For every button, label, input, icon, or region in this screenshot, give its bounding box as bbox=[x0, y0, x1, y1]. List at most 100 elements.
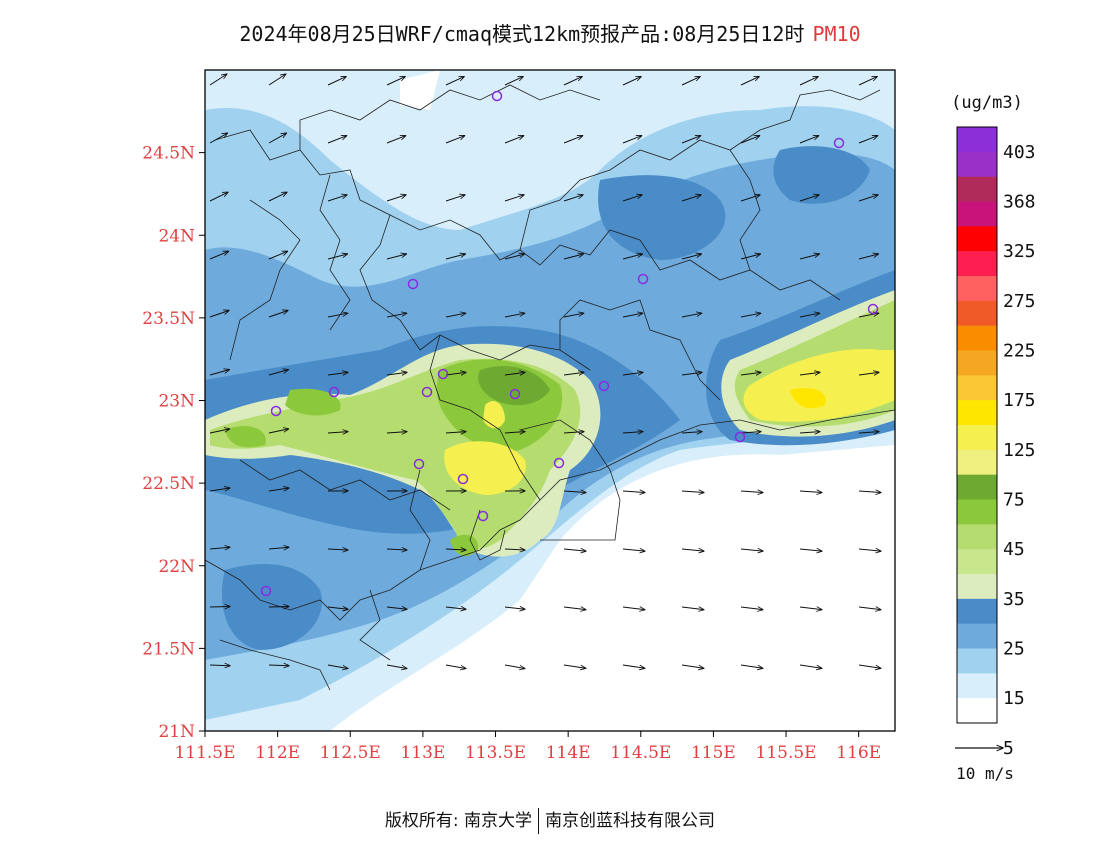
wind-arrow bbox=[386, 313, 407, 318]
wind-arrow bbox=[858, 372, 879, 375]
wind-arrow bbox=[386, 372, 407, 375]
legend-swatch bbox=[957, 375, 997, 401]
wind-arrow bbox=[563, 432, 584, 433]
wind-arrow bbox=[799, 372, 820, 375]
legend-level: 5 bbox=[1003, 738, 1014, 759]
legend-swatch bbox=[957, 226, 997, 252]
wind-arrow bbox=[799, 432, 820, 433]
wind-scale-label: 10 m/s bbox=[956, 764, 1014, 783]
station-marker bbox=[413, 458, 425, 470]
wind-arrow bbox=[268, 606, 289, 607]
wind-arrow bbox=[445, 372, 466, 375]
wind-arrow bbox=[563, 491, 586, 493]
wind-arrow bbox=[622, 607, 645, 610]
pollutant-name: PM10 bbox=[812, 22, 861, 46]
wind-arrow bbox=[681, 195, 701, 202]
wind-arrow bbox=[268, 429, 289, 434]
legend-swatch bbox=[957, 201, 997, 227]
station-marker bbox=[734, 431, 746, 443]
wind-arrow bbox=[563, 77, 582, 86]
legend-level: 15 bbox=[1003, 688, 1025, 709]
footer-divider bbox=[538, 808, 540, 834]
lat-label: 23.5N bbox=[142, 309, 195, 329]
wind-arrow bbox=[504, 136, 524, 144]
wind-arrow bbox=[445, 195, 465, 202]
wind-arrow bbox=[209, 547, 230, 549]
legend-level: 75 bbox=[1003, 490, 1025, 511]
legend-level: 45 bbox=[1003, 539, 1025, 560]
wind-arrow bbox=[386, 664, 407, 668]
legend-swatch bbox=[957, 449, 997, 475]
wind-arrow bbox=[740, 77, 759, 86]
wind-arrow bbox=[858, 313, 879, 318]
lon-label: 111.5E bbox=[174, 743, 235, 763]
wind-arrow bbox=[622, 549, 645, 551]
wind-arrow bbox=[504, 664, 525, 668]
legend-level: 403 bbox=[1003, 142, 1036, 163]
station-marker bbox=[260, 585, 272, 597]
wind-arrow bbox=[209, 74, 227, 86]
lat-label: 21.5N bbox=[142, 639, 195, 659]
wind-arrow bbox=[327, 195, 347, 202]
wind-arrow bbox=[740, 313, 761, 318]
concentration-field bbox=[205, 70, 895, 731]
wind-arrow bbox=[209, 192, 228, 202]
wind-scale: 10 m/s bbox=[955, 748, 1014, 783]
lon-label: 114E bbox=[546, 743, 591, 763]
wind-arrow bbox=[209, 429, 230, 434]
wind-arrow bbox=[858, 664, 881, 668]
wind-arrow bbox=[268, 74, 286, 86]
wind-arrow bbox=[740, 372, 761, 375]
lon-label: 115.5E bbox=[756, 743, 817, 763]
wind-arrow bbox=[622, 313, 643, 318]
wind-arrow bbox=[740, 491, 763, 493]
legend-unit: (ug/m3) bbox=[951, 93, 1023, 113]
legend-swatch bbox=[957, 499, 997, 525]
lon-label: 116E bbox=[836, 743, 881, 763]
wind-arrow bbox=[740, 549, 763, 551]
wind-arrow bbox=[268, 310, 288, 318]
wind-arrow bbox=[445, 254, 465, 260]
wind-arrow bbox=[268, 133, 286, 144]
station-marker bbox=[407, 278, 419, 290]
legend-swatch bbox=[957, 673, 997, 699]
wind-arrow bbox=[740, 254, 760, 260]
legend-swatch bbox=[957, 474, 997, 500]
station-marker bbox=[867, 303, 879, 315]
wind-arrow bbox=[504, 313, 525, 318]
wind-arrow bbox=[268, 547, 289, 549]
wind-arrow bbox=[799, 607, 822, 610]
footer: 版权所有: 南京大学 南京创蓝科技有限公司 bbox=[0, 806, 1100, 834]
legend-swatch bbox=[957, 276, 997, 302]
lon-label: 112E bbox=[255, 743, 300, 763]
lat-label: 24.5N bbox=[142, 144, 195, 164]
wind-arrow bbox=[681, 491, 704, 493]
wind-arrow bbox=[445, 664, 466, 668]
wind-arrow bbox=[622, 372, 643, 375]
wind-arrow bbox=[799, 254, 819, 260]
wind-arrow bbox=[209, 488, 230, 491]
wind-arrow bbox=[386, 549, 407, 550]
wind-arrow bbox=[386, 432, 407, 433]
legend-level: 275 bbox=[1003, 291, 1036, 312]
wind-arrow bbox=[563, 372, 584, 375]
station-marker bbox=[421, 386, 433, 398]
wind-arrow bbox=[445, 432, 466, 433]
station-marker bbox=[833, 137, 845, 149]
wind-arrow bbox=[268, 251, 287, 260]
lat-label: 21N bbox=[158, 722, 195, 742]
wind-arrow bbox=[681, 607, 704, 610]
wind-arrow bbox=[268, 488, 289, 491]
map-title: 2024年08月25日WRF/cmaq模式12km预报产品:08月25日12时 P… bbox=[0, 18, 1100, 47]
lon-label: 114.5E bbox=[610, 743, 671, 763]
legend-swatch bbox=[957, 151, 997, 177]
wind-arrow bbox=[386, 254, 406, 260]
wind-arrow bbox=[563, 664, 586, 668]
wind-arrow bbox=[563, 195, 583, 202]
wind-arrow bbox=[504, 432, 525, 433]
legend-swatch bbox=[957, 400, 997, 426]
wind-arrow bbox=[268, 665, 289, 666]
legend-swatch bbox=[957, 549, 997, 575]
wind-arrow bbox=[740, 664, 763, 668]
boundaries bbox=[205, 84, 895, 691]
